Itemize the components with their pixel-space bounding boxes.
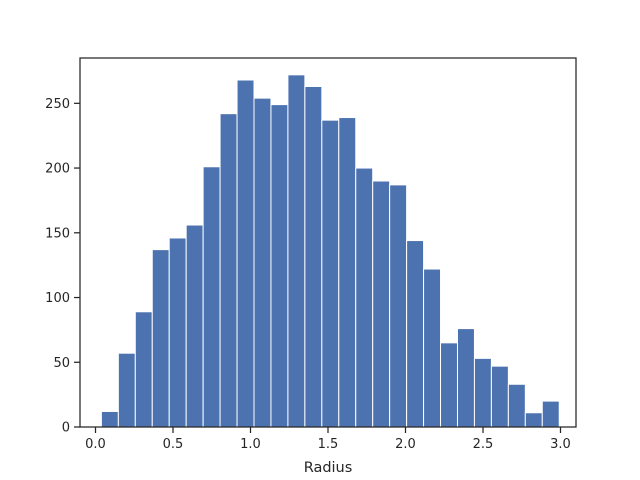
x-tick-label: 1.0 [240,437,261,452]
histogram-bar [168,237,187,428]
x-tick-label: 2.5 [473,437,494,452]
histogram-bar [100,410,119,428]
y-tick-label: 50 [53,356,70,371]
y-tick-label: 150 [45,226,70,241]
x-axis-label: Radius [304,460,353,476]
histogram-bar [236,79,255,428]
histogram-bar [117,352,136,428]
y-tick-label: 100 [45,291,70,306]
x-tick-label: 1.5 [318,437,339,452]
histogram-bar [389,184,408,428]
y-tick-label: 200 [45,162,70,177]
histogram-bars [100,74,560,428]
y-axis-ticks: 0 50 100 150 200 250 [45,97,80,436]
histogram-bar [321,119,340,428]
histogram-bar [151,249,170,428]
x-tick-label: 0.5 [163,437,184,452]
histogram-bar [456,328,475,428]
x-tick-label: 3.0 [550,437,571,452]
plot-frame [79,57,577,428]
y-tick-label: 0 [62,421,70,436]
x-axis-ticks: 0.0 0.5 1.0 1.5 2.0 2.5 3.0 [85,427,571,452]
histogram-bar [372,180,391,428]
histogram-bar [270,104,289,428]
histogram-bar [202,166,221,428]
histogram-bar [406,240,425,428]
histogram-bar [507,383,526,428]
histogram-bar [541,400,560,428]
y-tick-label: 250 [45,97,70,112]
histogram-bar [287,74,306,428]
histogram-bar [304,85,323,428]
histogram-bar [219,113,238,428]
histogram-bar [440,342,458,428]
histogram-bar [338,117,357,428]
histogram-bar [490,365,509,428]
x-tick-label: 0.0 [85,437,106,452]
histogram-bar [253,97,272,428]
x-tick-label: 2.0 [395,437,416,452]
histogram-bar [185,224,204,428]
histogram-bar [134,311,153,428]
histogram-bar [423,268,442,428]
histogram-bar [355,167,374,428]
histogram-bar [524,412,543,428]
histogram-bar [473,357,492,428]
